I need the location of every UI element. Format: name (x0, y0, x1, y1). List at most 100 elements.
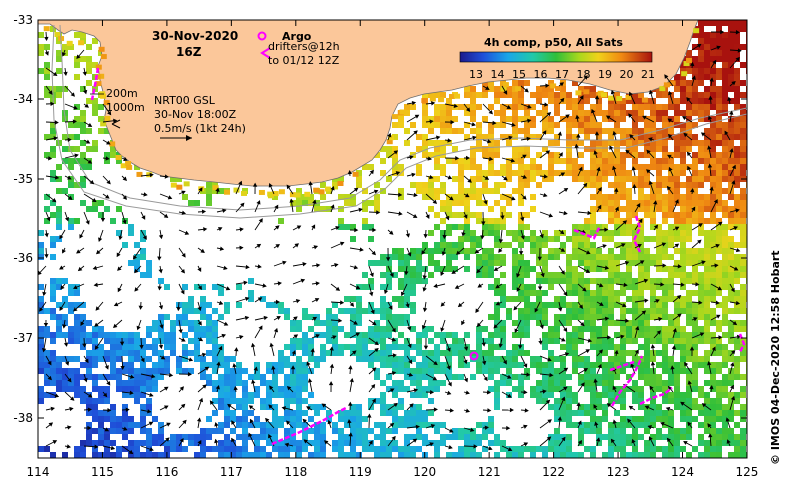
sst-cell (308, 338, 314, 344)
sst-cell (416, 134, 422, 140)
sst-cell (632, 122, 638, 128)
sst-cell (194, 434, 200, 440)
sst-cell (482, 326, 488, 332)
sst-cell (278, 356, 284, 362)
sst-cell (680, 110, 686, 116)
sst-cell (566, 452, 572, 458)
sst-cell (452, 266, 458, 272)
sst-cell (200, 326, 206, 332)
sst-cell (614, 290, 620, 296)
sst-cell (716, 182, 722, 188)
sst-cell (440, 230, 446, 236)
current-arrowhead (151, 374, 156, 379)
sst-cell (644, 338, 650, 344)
sst-cell (494, 170, 500, 176)
sst-cell (536, 182, 542, 188)
current-arrowhead (85, 139, 91, 144)
sst-cell (710, 428, 716, 434)
sst-cell (566, 398, 572, 404)
sst-cell (56, 332, 62, 338)
sst-cell (104, 392, 110, 398)
sst-cell (680, 86, 686, 92)
sst-cell (218, 356, 224, 362)
sst-cell (596, 290, 602, 296)
current-arrowhead (201, 209, 207, 214)
sst-cell (698, 92, 704, 98)
sst-cell (584, 404, 590, 410)
sst-cell (566, 140, 572, 146)
sst-cell (140, 410, 146, 416)
sst-cell (668, 290, 674, 296)
sst-cell (398, 332, 404, 338)
sst-cell (680, 158, 686, 164)
sst-cell (548, 152, 554, 158)
sst-cell (530, 206, 536, 212)
current-arrowhead (559, 82, 564, 87)
sst-cell (662, 182, 668, 188)
sst-cell (722, 242, 728, 248)
sst-cell (50, 356, 56, 362)
sst-cell (470, 242, 476, 248)
sst-cell (266, 380, 272, 386)
current-arrowhead (677, 313, 682, 318)
coastal-cell (318, 189, 325, 195)
sst-cell (692, 104, 698, 110)
sst-cell (650, 200, 656, 206)
sst-cell (446, 158, 452, 164)
current-arrowhead (476, 268, 481, 274)
sst-cell (212, 386, 218, 392)
current-arrowhead (522, 174, 528, 179)
current-arrowhead (67, 175, 72, 180)
sst-cell (476, 350, 482, 356)
sst-cell (740, 224, 746, 230)
current-arrowhead (203, 227, 208, 232)
sst-cell (578, 314, 584, 320)
sst-cell (506, 362, 512, 368)
sst-cell (668, 422, 674, 428)
sst-cell (674, 74, 680, 80)
sst-cell (296, 320, 302, 326)
sst-cell (578, 152, 584, 158)
current-arrowhead (389, 230, 394, 235)
sst-cell (560, 452, 566, 458)
sst-cell (356, 404, 362, 410)
sst-cell (728, 212, 734, 218)
current-arrowhead (577, 420, 582, 425)
sst-cell (644, 308, 650, 314)
sst-cell (512, 266, 518, 272)
sst-cell (602, 302, 608, 308)
sst-cell (650, 380, 656, 386)
sst-cell (644, 314, 650, 320)
sst-cell (734, 158, 740, 164)
sst-cell (692, 86, 698, 92)
sst-cell (740, 110, 746, 116)
sst-cell (722, 56, 728, 62)
sst-cell (740, 260, 746, 266)
sst-cell (476, 266, 482, 272)
sst-cell (488, 104, 494, 110)
sst-cell (554, 104, 560, 110)
sst-cell (386, 446, 392, 452)
sst-cell (212, 344, 218, 350)
sst-cell (710, 38, 716, 44)
sst-cell (452, 116, 458, 122)
sst-cell (704, 380, 710, 386)
current-arrowhead (656, 330, 662, 335)
sst-cell (320, 182, 326, 188)
sst-cell (518, 116, 524, 122)
sst-cell (428, 116, 434, 122)
sst-cell (596, 440, 602, 446)
sst-cell (380, 170, 386, 176)
sst-cell (596, 392, 602, 398)
current-arrowhead (239, 227, 244, 232)
sst-cell (668, 398, 674, 404)
sst-cell (608, 362, 614, 368)
sst-cell (548, 380, 554, 386)
sst-cell (122, 434, 128, 440)
sst-cell (494, 308, 500, 314)
sst-cell (458, 452, 464, 458)
sst-cell (392, 170, 398, 176)
sst-cell (608, 440, 614, 446)
sst-cell (392, 122, 398, 128)
current-arrowhead (59, 265, 64, 270)
